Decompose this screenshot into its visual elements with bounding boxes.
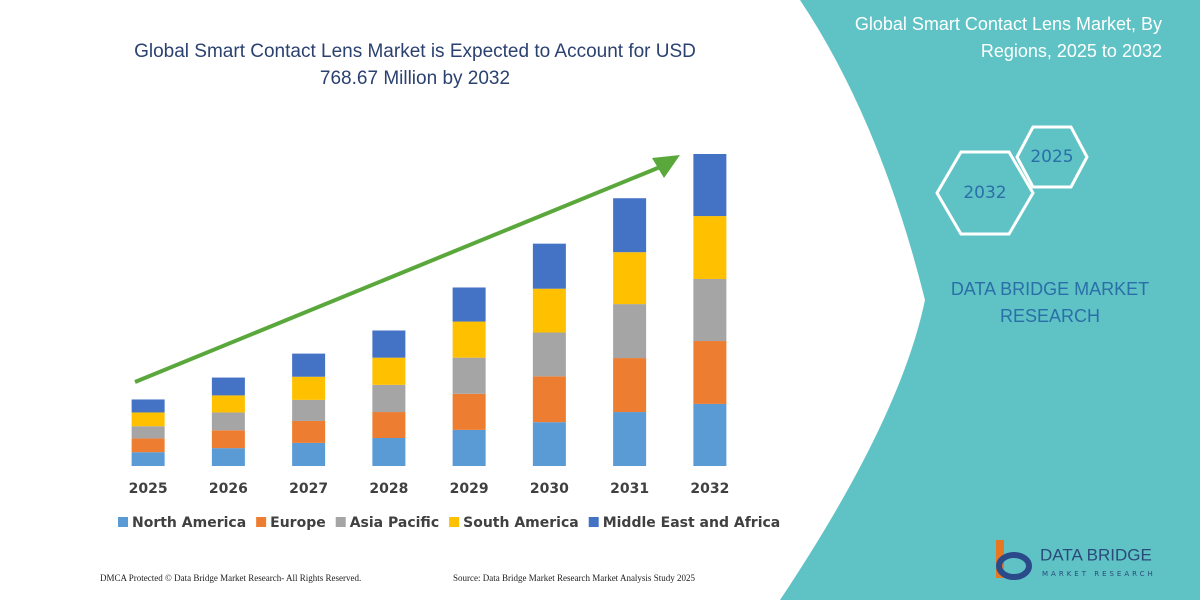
- x-tick-label: 2029: [450, 481, 489, 497]
- bar-segment: [693, 216, 727, 279]
- bar-segment: [292, 399, 326, 421]
- bar-segment: [292, 353, 326, 377]
- bar-segment: [532, 288, 566, 333]
- legend-swatch: [118, 517, 128, 527]
- bar-segment: [131, 412, 165, 427]
- bar-segment: [131, 438, 165, 453]
- x-tick-label: 2030: [530, 481, 569, 497]
- bar-segment: [131, 426, 165, 439]
- bar-segment: [292, 420, 326, 443]
- legend-label: North America: [132, 515, 246, 531]
- bar-segment: [372, 412, 406, 439]
- bar-segment: [452, 429, 486, 466]
- logo: DATA BRIDGE MARKET RESEARCH: [996, 540, 1156, 580]
- bar-segment: [452, 287, 486, 322]
- legend: North America Europe Asia Pacific South Ame…: [118, 515, 780, 531]
- chart-title: Global Smart Contact Lens Market is Expe…: [134, 41, 696, 89]
- bar-segment: [372, 357, 406, 385]
- bar-segment: [613, 252, 647, 305]
- bar-segment: [452, 321, 486, 358]
- bar-segment: [613, 358, 647, 413]
- bar-segment: [131, 399, 165, 413]
- x-tick-label: 2027: [289, 481, 328, 497]
- hexagon: [935, 150, 1035, 236]
- bar-segment: [532, 332, 566, 377]
- bar-segment: [613, 304, 647, 359]
- logo-tagline: MARKET RESEARCH: [1042, 570, 1156, 578]
- x-tick-label: 2031: [610, 481, 649, 497]
- x-tick-label: 2026: [209, 481, 248, 497]
- legend-swatch: [335, 517, 346, 527]
- legend-label: Middle East and Africa: [603, 515, 781, 531]
- trend-arrowhead: [652, 155, 680, 178]
- bar-segment: [693, 341, 727, 404]
- bar-segment: [613, 198, 647, 253]
- bar-segment: [211, 448, 245, 466]
- bar-segment: [452, 357, 486, 394]
- bar-segment: [693, 154, 727, 217]
- logo-mark: [996, 552, 1032, 580]
- bar-segment: [372, 330, 406, 358]
- bar-segment: [292, 376, 326, 400]
- legend-swatch: [588, 517, 599, 527]
- trend-arrow: [134, 163, 666, 384]
- bar-segment: [292, 442, 326, 466]
- footer-right: Source: Data Bridge Market Research Mark…: [453, 573, 695, 583]
- bar-segment: [613, 412, 647, 466]
- legend-label: Europe: [270, 515, 326, 531]
- x-tick-label: 2025: [129, 481, 168, 497]
- brand: DATA BRIDGE MARKET RESEARCH: [950, 279, 1150, 326]
- hexagon: [1015, 125, 1089, 189]
- hexagon-label: 2025: [1030, 147, 1073, 167]
- bar-segment: [372, 438, 406, 466]
- logo-name: DATA BRIDGE: [1040, 545, 1152, 564]
- bar-segment: [693, 278, 727, 342]
- plot: 2025 2026 2027 2028 2029 2030 2031 2032: [129, 154, 729, 497]
- x-tick-label: 2028: [369, 481, 408, 497]
- bar-segment: [131, 452, 165, 466]
- legend-label: Asia Pacific: [350, 515, 439, 531]
- bar-segment: [532, 376, 566, 423]
- bar-segment: [452, 393, 486, 430]
- x-tick-label: 2032: [690, 481, 729, 497]
- bar-segment: [532, 422, 566, 466]
- bar-segment: [211, 377, 245, 396]
- bar-segment: [532, 243, 566, 289]
- bar-segment: [372, 384, 406, 413]
- bar-segment: [211, 412, 245, 431]
- legend-swatch: [256, 517, 267, 527]
- legend-swatch: [449, 517, 460, 527]
- side-panel-bg: [780, 0, 1200, 600]
- footer-left: DMCA Protected © Data Bridge Market Rese…: [100, 573, 361, 583]
- hexagon-label: 2032: [963, 183, 1006, 203]
- legend-label: South America: [463, 515, 579, 531]
- bar-segment: [211, 430, 245, 449]
- side-title: Global Smart Contact Lens Market, By Reg…: [854, 14, 1162, 61]
- bar-segment: [211, 395, 245, 413]
- bar-segment: [693, 403, 727, 466]
